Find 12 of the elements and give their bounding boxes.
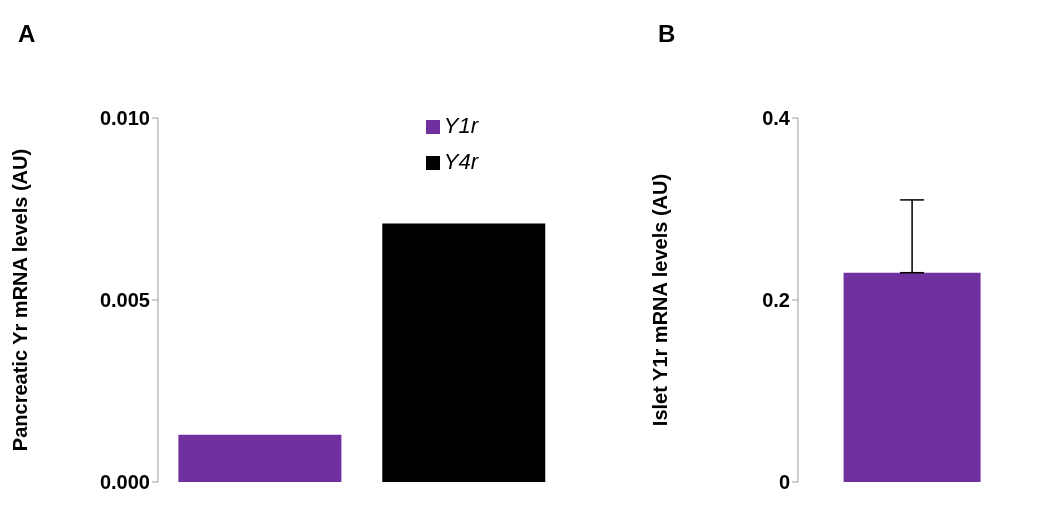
y-tick-label: 0.000	[99, 471, 150, 494]
y-tick-label: 0.2	[762, 289, 790, 312]
y-tick-label: 0	[778, 471, 790, 494]
y-tick-label: 0.010	[99, 107, 150, 130]
chart-title: A	[18, 20, 36, 48]
y-axis-title: Islet Y1r mRNA levels (AU)	[649, 173, 672, 427]
chart-title: B	[658, 20, 676, 48]
y-axis-title: Pancreatic Yr mRNA levels (AU)	[9, 148, 32, 452]
legend-label: Y4r	[443, 149, 478, 174]
y-tick-label: 0.4	[762, 107, 791, 130]
y-tick-label: 0.005	[99, 289, 150, 312]
legend-label: Y1r	[443, 113, 478, 138]
